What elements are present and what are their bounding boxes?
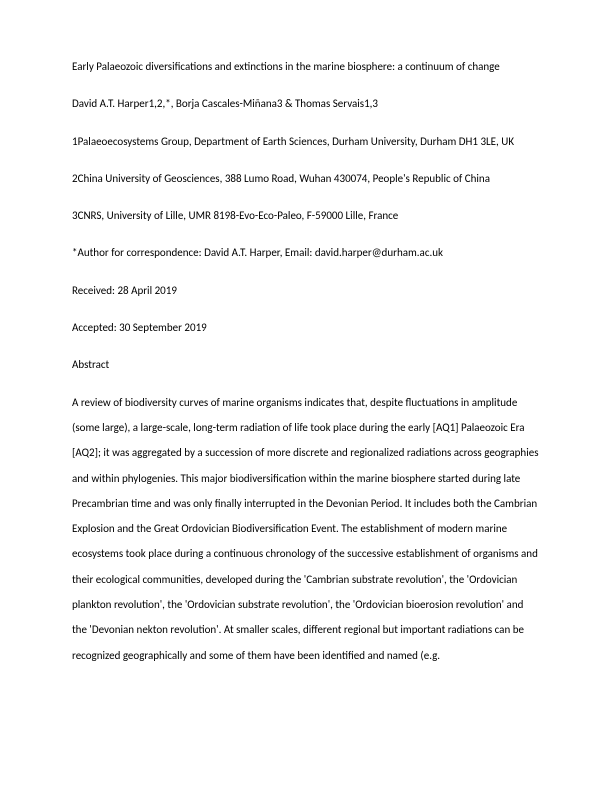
authors-line: David A.T. Harper1,2,*, Borja Cascales-M…: [72, 91, 540, 116]
spacer: [72, 266, 540, 278]
accepted-date: Accepted: 30 September 2019: [72, 315, 540, 340]
spacer: [72, 303, 540, 315]
received-date: Received: 28 April 2019: [72, 278, 540, 303]
paper-title: Early Palaeozoic diversifications and ex…: [72, 54, 540, 79]
spacer: [72, 154, 540, 166]
abstract-heading: Abstract: [72, 352, 540, 377]
spacer: [72, 340, 540, 352]
spacer: [72, 117, 540, 129]
abstract-body: A review of biodiversity curves of marin…: [72, 390, 540, 668]
spacer: [72, 228, 540, 240]
affiliation-2: 2China University of Geosciences, 388 Lu…: [72, 166, 540, 191]
affiliation-3: 3CNRS, University of Lille, UMR 8198-Evo…: [72, 203, 540, 228]
spacer: [72, 79, 540, 91]
spacer: [72, 191, 540, 203]
correspondence-line: *Author for correspondence: David A.T. H…: [72, 240, 540, 265]
affiliation-1: 1Palaeoecosystems Group, Department of E…: [72, 129, 540, 154]
spacer: [72, 378, 540, 390]
